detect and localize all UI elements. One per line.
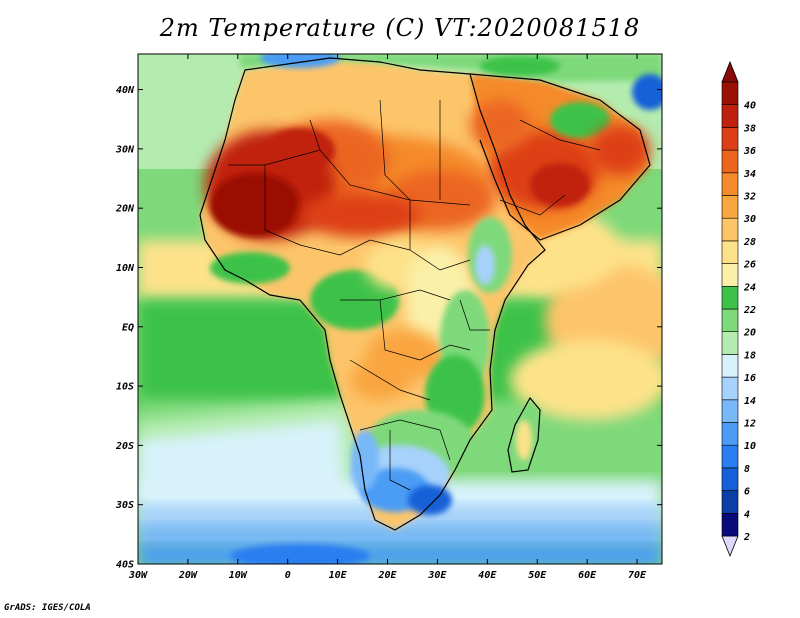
colorbar-swatch (721, 512, 739, 537)
colorbar-swatch (721, 104, 739, 128)
colorbar-swatch (721, 240, 739, 264)
lon-tick-label: 10W (229, 570, 248, 581)
lon-tick-label: 60E (578, 570, 597, 581)
colorbar-swatch (721, 217, 739, 242)
colorbar-swatch (721, 285, 739, 310)
colorbar-label: 24 (743, 282, 756, 293)
colorbar-label: 32 (743, 192, 756, 203)
lat-tick-label: EQ (122, 322, 134, 333)
plot-frame (137, 53, 663, 565)
lat-tick-label: 30N (115, 144, 135, 155)
temperature-field (138, 54, 662, 564)
colorbar-swatch (721, 127, 739, 151)
lat-tick-label: 40N (116, 85, 135, 96)
colorbar-swatch (721, 172, 739, 196)
colorbar-label: 38 (743, 123, 756, 134)
lon-tick-label: 70E (628, 570, 647, 581)
colorbar-swatch (721, 331, 739, 355)
colorbar-label: 40 (744, 101, 756, 112)
colorbar-label: 4 (744, 509, 750, 520)
colorbar-swatch (721, 263, 739, 287)
colorbar-label: 14 (744, 396, 756, 407)
lon-tick-label: 30W (128, 570, 148, 581)
colorbar-label: 20 (743, 328, 756, 339)
lon-tick-label: 20E (377, 570, 397, 581)
colorbar-label: 8 (744, 464, 750, 475)
longitude-axis: 30W 20W 10W 0 10E 20E 30E 40E 50E 60E 70E (128, 54, 647, 581)
colorbar-min-arrow (721, 535, 739, 558)
lat-tick-label: 40S (116, 560, 134, 571)
lon-tick-label: 0 (285, 570, 291, 581)
colorbar-swatch (721, 149, 739, 174)
colorbar-label: 36 (743, 146, 756, 157)
colorbar-label: 10 (744, 441, 756, 452)
latitude-axis: 40N 30N 20N 10N EQ 10S 20S 30S 40S (115, 85, 662, 571)
colorbar-swatch (721, 308, 739, 333)
colorbar-label: 6 (744, 487, 750, 498)
colorbar-label: 28 (743, 237, 756, 248)
lat-tick-label: 20S (115, 441, 134, 452)
colorbar-swatch (721, 444, 739, 469)
country-borders (228, 99, 601, 491)
colorbar-swatch (721, 422, 739, 446)
lat-tick-label: 10N (116, 263, 135, 274)
colorbar-label: 2 (743, 532, 750, 543)
colorbar-swatch (721, 467, 739, 491)
colorbar-swatch (721, 81, 739, 106)
colorbar-label: 34 (743, 169, 756, 180)
colorbar-max-arrow (721, 60, 739, 83)
lon-tick-label: 50E (528, 570, 547, 581)
lon-tick-label: 20W (178, 570, 198, 581)
colorbar-swatch (721, 490, 739, 514)
lat-tick-label: 30S (115, 500, 134, 511)
colorbar-label: 18 (744, 350, 756, 361)
colorbar-label: 26 (743, 260, 756, 271)
colorbar-swatch (721, 195, 739, 219)
lon-tick-label: 30E (427, 570, 447, 581)
lon-tick-label: 40E (478, 570, 497, 581)
lat-tick-label: 20N (115, 204, 135, 215)
coastlines (199, 57, 651, 531)
grads-credit: GrADS: IGES/COLA (4, 603, 91, 613)
lon-tick-label: 10E (329, 570, 348, 581)
colorbar-swatch (721, 399, 739, 423)
colorbar-swatch (721, 376, 739, 401)
lat-tick-label: 10S (116, 382, 134, 393)
colorbar-label: 16 (744, 373, 756, 384)
map-title: 2m Temperature (C) VT:2020081518 (159, 14, 641, 42)
colorbar-label: 30 (743, 214, 756, 225)
colorbar-label: 22 (743, 305, 756, 316)
colorbar-swatch (721, 354, 739, 378)
colorbar-label: 12 (744, 419, 756, 430)
